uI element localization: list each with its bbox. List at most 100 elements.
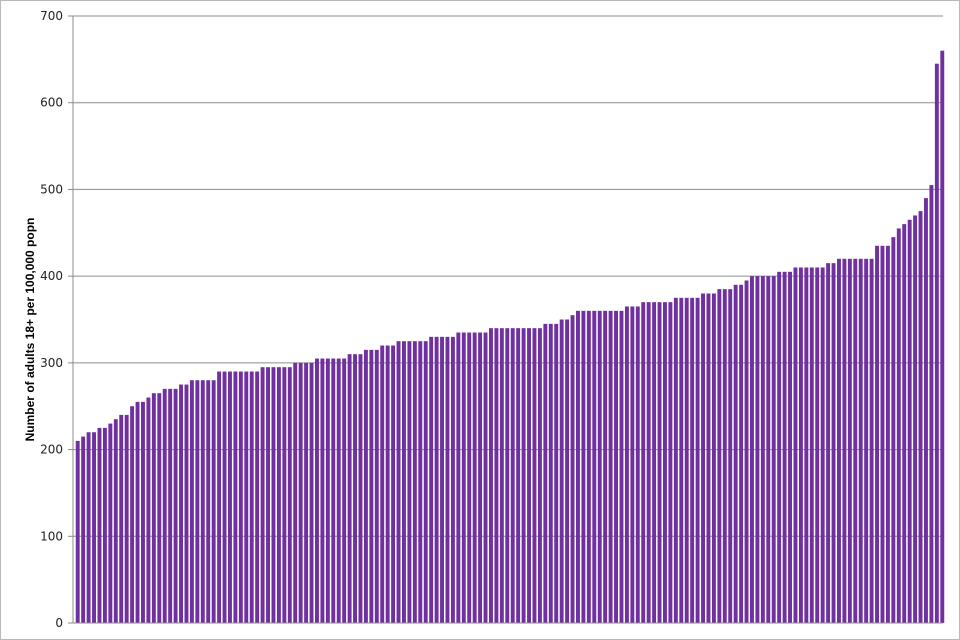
bar-72 bbox=[461, 332, 466, 623]
bar-86 bbox=[537, 328, 542, 623]
bar-119 bbox=[717, 289, 722, 623]
axes: Number of adults 18+ per 100,000 popn 0 1… bbox=[23, 9, 943, 630]
y-tick-label-100: 100 bbox=[40, 529, 63, 543]
bar-133 bbox=[793, 267, 798, 623]
bar-62 bbox=[407, 341, 412, 623]
bar-60 bbox=[396, 341, 401, 623]
bar-37 bbox=[271, 367, 276, 623]
y-tick-label-200: 200 bbox=[40, 443, 63, 457]
bar-144 bbox=[853, 258, 858, 623]
bar-87 bbox=[543, 323, 548, 623]
y-tick-label-500: 500 bbox=[40, 182, 63, 196]
bar-78 bbox=[494, 328, 499, 623]
bar-27 bbox=[217, 371, 222, 623]
bar-57 bbox=[380, 345, 385, 623]
bar-98 bbox=[603, 310, 608, 623]
bar-17 bbox=[162, 388, 167, 623]
bar-99 bbox=[608, 310, 613, 623]
bar-94 bbox=[581, 310, 586, 623]
y-tick-label-600: 600 bbox=[40, 96, 63, 110]
bar-89 bbox=[554, 323, 559, 623]
bar-100 bbox=[614, 310, 618, 623]
bar-101 bbox=[619, 310, 624, 623]
bar-111 bbox=[673, 297, 678, 623]
bar-128 bbox=[766, 276, 771, 623]
bar-151 bbox=[891, 237, 896, 623]
bar-24 bbox=[200, 380, 205, 623]
bar-156 bbox=[918, 211, 923, 624]
bar-85 bbox=[532, 328, 537, 623]
bar-114 bbox=[690, 297, 695, 623]
bar-79 bbox=[499, 328, 504, 623]
bar-95 bbox=[586, 310, 591, 623]
bar-138 bbox=[820, 267, 825, 623]
bar-22 bbox=[189, 380, 194, 623]
bar-29 bbox=[228, 371, 232, 623]
bar-110 bbox=[668, 302, 673, 623]
bar-141 bbox=[837, 258, 841, 623]
bar-34 bbox=[255, 371, 260, 623]
bar-121 bbox=[728, 289, 733, 623]
bar-48 bbox=[331, 358, 336, 623]
bar-126 bbox=[755, 276, 760, 623]
bar-115 bbox=[695, 297, 700, 623]
bar-26 bbox=[211, 380, 216, 623]
bar-154 bbox=[907, 219, 912, 623]
bar-129 bbox=[771, 276, 776, 623]
bar-25 bbox=[206, 380, 211, 623]
bar-21 bbox=[184, 384, 189, 623]
bar-76 bbox=[483, 332, 488, 623]
bar-23 bbox=[195, 380, 200, 623]
bar-33 bbox=[249, 371, 254, 623]
bar-81 bbox=[510, 328, 515, 623]
bar-132 bbox=[788, 271, 792, 623]
bar-88 bbox=[548, 323, 553, 623]
bar-83 bbox=[521, 328, 526, 623]
bar-158 bbox=[929, 185, 934, 623]
bar-118 bbox=[711, 293, 716, 623]
bar-104 bbox=[635, 306, 640, 623]
bar-67 bbox=[434, 336, 439, 623]
bar-59 bbox=[391, 345, 396, 623]
bar-153 bbox=[902, 224, 907, 624]
bar-93 bbox=[576, 310, 580, 623]
bar-31 bbox=[238, 371, 243, 623]
bar-127 bbox=[760, 276, 765, 623]
bar-106 bbox=[646, 302, 651, 623]
bar-61 bbox=[402, 341, 406, 623]
y-tick-label-700: 700 bbox=[40, 9, 63, 23]
bar-66 bbox=[429, 336, 434, 623]
bar-54 bbox=[363, 349, 368, 623]
bar-39 bbox=[282, 367, 287, 623]
bar-35 bbox=[260, 367, 265, 623]
bar-51 bbox=[347, 354, 352, 623]
bar-43 bbox=[304, 362, 309, 623]
y-tick-label-0: 0 bbox=[55, 616, 63, 630]
bar-123 bbox=[739, 284, 744, 623]
bar-92 bbox=[570, 315, 575, 623]
bar-series bbox=[75, 50, 945, 624]
y-tick-label-300: 300 bbox=[40, 356, 63, 370]
bar-73 bbox=[467, 332, 472, 623]
bar-113 bbox=[684, 297, 689, 623]
bar-147 bbox=[869, 258, 874, 623]
bar-64 bbox=[418, 341, 423, 623]
bar-68 bbox=[440, 336, 444, 623]
bar-13 bbox=[141, 401, 145, 623]
bar-148 bbox=[875, 245, 879, 624]
bar-52 bbox=[353, 354, 357, 623]
bar-19 bbox=[173, 388, 178, 623]
bar-145 bbox=[858, 258, 863, 623]
bar-109 bbox=[663, 302, 667, 623]
bar-69 bbox=[445, 336, 450, 623]
bar-2 bbox=[81, 436, 86, 623]
bar-102 bbox=[624, 306, 629, 623]
bar-1 bbox=[75, 440, 80, 623]
bar-125 bbox=[750, 276, 754, 623]
bar-45 bbox=[315, 358, 319, 623]
bar-18 bbox=[168, 388, 173, 623]
bar-135 bbox=[804, 267, 809, 623]
bar-117 bbox=[706, 293, 711, 623]
bar-91 bbox=[565, 319, 570, 623]
